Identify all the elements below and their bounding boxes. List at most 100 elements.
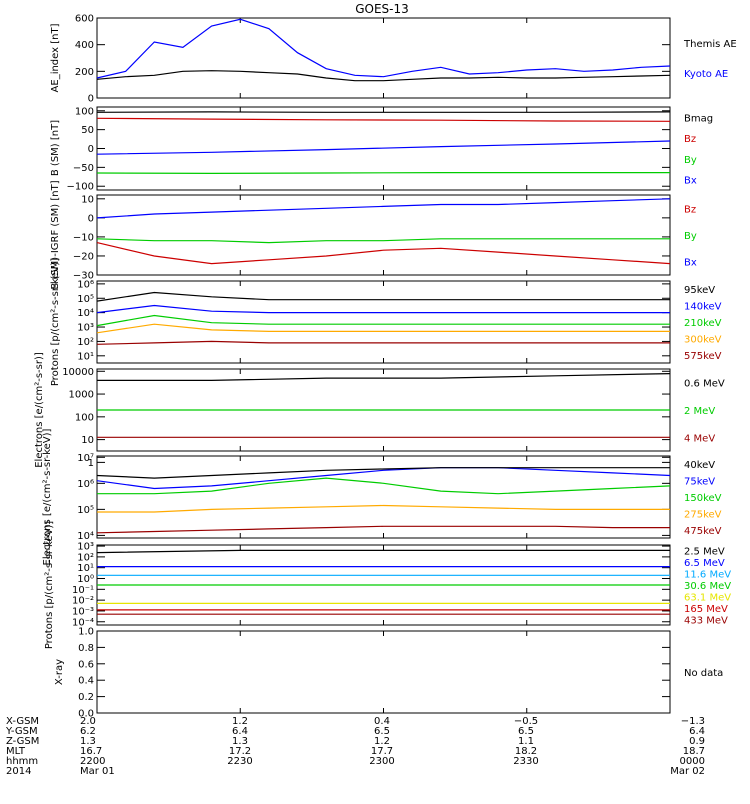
bottom-axis-value: 2330 — [513, 756, 538, 767]
y-tick-label: 0.4 — [78, 676, 94, 687]
series-line-5 — [97, 293, 670, 302]
series-line-3 — [97, 374, 670, 381]
y-tick-label: 10¹ — [77, 563, 94, 574]
y-tick-label: 10⁴ — [77, 531, 94, 542]
series-line-1 — [97, 19, 670, 78]
bottom-axis-value: 2300 — [369, 756, 394, 767]
y-axis-label: B (SM) [nT] — [50, 120, 61, 176]
panel-frame — [97, 631, 670, 713]
series-line-2 — [97, 239, 670, 243]
y-tick-label: 600 — [75, 14, 94, 25]
series-line-2 — [97, 506, 670, 513]
bottom-axis-value: Mar 01 — [80, 766, 115, 777]
series-line-7 — [97, 550, 670, 552]
series-line-3 — [97, 478, 670, 494]
legend-entry: 75keV — [684, 477, 715, 488]
y-tick-label: 10⁵ — [77, 294, 94, 305]
series-line-1 — [97, 199, 670, 218]
y-tick-label: 10⁶ — [77, 479, 94, 490]
y-tick-label: 100 — [75, 412, 94, 423]
legend-entry: 150keV — [684, 493, 722, 504]
bottom-axis-value: 2230 — [227, 756, 252, 767]
y-tick-label: 10 — [81, 435, 94, 446]
legend-entry: Bz — [684, 134, 696, 145]
legend-entry: Bz — [684, 204, 696, 215]
series-line-1 — [97, 341, 670, 344]
y-tick-label: 0.2 — [78, 692, 94, 703]
y-tick-label: 0 — [88, 94, 94, 105]
legend-entry: Kyoto AE — [684, 69, 728, 80]
legend-entry: 30.6 MeV — [684, 581, 731, 592]
y-tick-label: 1.0 — [78, 627, 94, 638]
y-tick-label: 10⁻¹ — [72, 585, 94, 596]
y-tick-label: 0 — [88, 213, 94, 224]
panel-frame — [97, 281, 670, 363]
y-tick-label: 10⁻² — [72, 596, 94, 607]
legend-entry: Bmag — [684, 113, 713, 124]
y-tick-label: 10⁻³ — [72, 606, 94, 617]
legend-entry: Themis AE — [683, 39, 737, 50]
y-tick-label: −20 — [73, 251, 94, 262]
legend-entry: By — [684, 231, 697, 242]
y-tick-label: 0 — [88, 144, 94, 155]
legend-entry: 4 MeV — [684, 433, 715, 444]
legend-entry: 0.6 MeV — [684, 379, 725, 390]
series-line-1 — [97, 526, 670, 533]
bottom-axis-row-label: 2014 — [6, 766, 31, 777]
legend-entry: 6.5 MeV — [684, 558, 725, 569]
y-tick-label: 400 — [75, 40, 94, 51]
legend-entry: 2 MeV — [684, 406, 715, 417]
legend-entry: 165 MeV — [684, 604, 728, 615]
series-line-2 — [97, 71, 670, 81]
y-tick-label: 10³ — [77, 323, 94, 334]
y-tick-label: 10 — [81, 194, 94, 205]
y-axis-label: AE_index [nT] — [50, 23, 61, 92]
legend-entry: Bx — [684, 176, 697, 187]
y-tick-label: 10⁵ — [77, 505, 94, 516]
y-tick-label: 50 — [81, 125, 94, 136]
series-line-2 — [97, 173, 670, 174]
y-tick-label: 10² — [77, 552, 94, 563]
legend-entry: 300keV — [684, 334, 722, 345]
no-data-label: No data — [684, 668, 723, 679]
legend-entry: By — [684, 155, 697, 166]
legend-entry: 433 MeV — [684, 615, 728, 626]
y-tick-label: 0.6 — [78, 659, 94, 670]
series-line-4 — [97, 306, 670, 313]
legend-entry: 210keV — [684, 318, 722, 329]
y-tick-label: 10000 — [62, 367, 94, 378]
legend-entry: 275keV — [684, 509, 722, 520]
y-tick-label: 10⁴ — [77, 308, 94, 319]
series-line-2 — [97, 324, 670, 333]
y-tick-label: −50 — [73, 163, 94, 174]
legend-entry: 95keV — [684, 285, 715, 296]
series-line-3 — [97, 243, 670, 264]
y-tick-label: 1000 — [69, 390, 94, 401]
y-tick-label: 10² — [77, 337, 94, 348]
y-axis-label: X-ray — [54, 659, 65, 685]
series-line-4 — [97, 468, 670, 489]
series-line-3 — [97, 118, 670, 121]
y-tick-label: 0.8 — [78, 643, 94, 654]
legend-entry: Bx — [684, 258, 697, 269]
y-tick-label: 10⁰ — [77, 574, 94, 585]
legend-entry: 2.5 MeV — [684, 547, 725, 558]
y-tick-label: 200 — [75, 67, 94, 78]
y-tick-label: 10³ — [77, 542, 94, 553]
y-axis-label: Protons [p/(cm²-s-sr-keV)] — [44, 521, 55, 649]
y-axis-label: Protons [p/(cm²-s-sr-keV)] — [50, 258, 61, 386]
bottom-axis-value: Mar 02 — [670, 766, 705, 777]
legend-entry: 475keV — [684, 526, 722, 537]
legend-entry: 63.1 MeV — [684, 592, 731, 603]
series-line-1 — [97, 141, 670, 154]
y-tick-label: −100 — [67, 182, 94, 193]
legend-entry: 40keV — [684, 460, 715, 471]
legend-entry: 140keV — [684, 302, 722, 313]
series-line-3 — [97, 316, 670, 326]
panel-frame — [97, 18, 670, 98]
y-tick-label: 10⁶ — [77, 279, 94, 290]
y-tick-label: 100 — [75, 106, 94, 117]
legend-entry: 11.6 MeV — [684, 570, 731, 581]
